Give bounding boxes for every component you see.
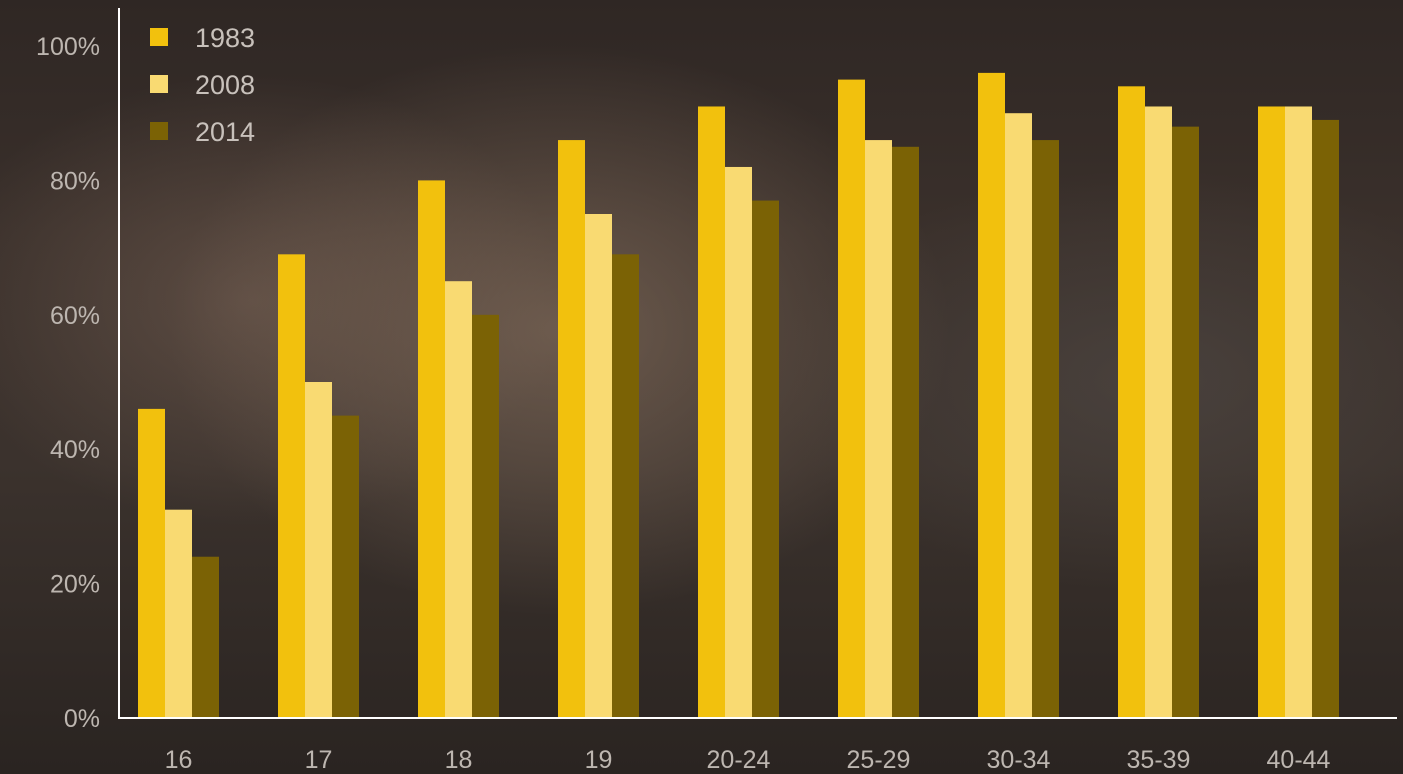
bar-1983-18 xyxy=(418,180,445,718)
x-tick-label: 20-24 xyxy=(707,746,771,774)
legend: 1983 2008 2014 xyxy=(150,23,255,147)
bar-1983-25-29 xyxy=(838,79,865,719)
x-tick-label: 17 xyxy=(305,746,333,774)
bar-1983-35-39 xyxy=(1118,86,1145,718)
legend-label-2008: 2008 xyxy=(195,70,255,100)
x-tick-label: 40-44 xyxy=(1267,746,1331,774)
bar-1983-40-44 xyxy=(1258,106,1285,719)
x-axis-tick-labels: 16 17 18 19 20-24 25-29 30-34 35-39 40-44 xyxy=(165,746,1331,774)
bar-2014-25-29 xyxy=(892,146,919,719)
x-tick-label: 16 xyxy=(165,746,193,774)
bar-2008-30-34 xyxy=(1005,113,1032,718)
legend-swatch-1983 xyxy=(150,28,168,46)
y-tick-label: 0% xyxy=(64,705,100,733)
bar-2014-40-44 xyxy=(1312,119,1339,719)
x-tick-label: 19 xyxy=(585,746,613,774)
x-tick-label: 35-39 xyxy=(1127,746,1191,774)
y-tick-label: 40% xyxy=(50,436,100,464)
y-tick-label: 100% xyxy=(36,33,100,61)
bar-1983-20-24 xyxy=(698,106,725,719)
bar-1983-17 xyxy=(278,254,305,718)
bar-2008-17 xyxy=(305,382,332,718)
legend-swatch-2008 xyxy=(150,75,168,93)
x-tick-label: 30-34 xyxy=(987,746,1051,774)
bar-2014-16 xyxy=(192,556,219,718)
legend-label-1983: 1983 xyxy=(195,23,255,53)
legend-label-2014: 2014 xyxy=(195,117,255,147)
bar-2014-35-39 xyxy=(1172,126,1199,718)
bar-2008-16 xyxy=(165,509,192,718)
bar-2008-18 xyxy=(445,281,472,718)
bar-2008-25-29 xyxy=(865,140,892,718)
y-tick-label: 80% xyxy=(50,167,100,195)
bar-1983-19 xyxy=(558,140,585,718)
y-axis-tick-labels: 0% 20% 40% 60% 80% 100% xyxy=(36,33,100,733)
bar-1983-16 xyxy=(138,408,165,718)
bar-2014-18 xyxy=(472,314,499,718)
bar-2008-35-39 xyxy=(1145,106,1172,719)
bar-2008-40-44 xyxy=(1285,106,1312,719)
bar-2014-30-34 xyxy=(1032,140,1059,718)
y-tick-label: 20% xyxy=(50,571,100,599)
x-tick-label: 18 xyxy=(445,746,473,774)
bar-1983-30-34 xyxy=(978,72,1005,718)
bar-2008-20-24 xyxy=(725,166,752,718)
bar-2014-17 xyxy=(332,415,359,718)
legend-swatch-2014 xyxy=(150,122,168,140)
bars-layer xyxy=(138,72,1339,719)
bar-2008-19 xyxy=(585,214,612,718)
x-tick-label: 25-29 xyxy=(847,746,911,774)
bar-2014-20-24 xyxy=(752,200,779,718)
y-tick-label: 60% xyxy=(50,302,100,330)
bar-2014-19 xyxy=(612,254,639,718)
